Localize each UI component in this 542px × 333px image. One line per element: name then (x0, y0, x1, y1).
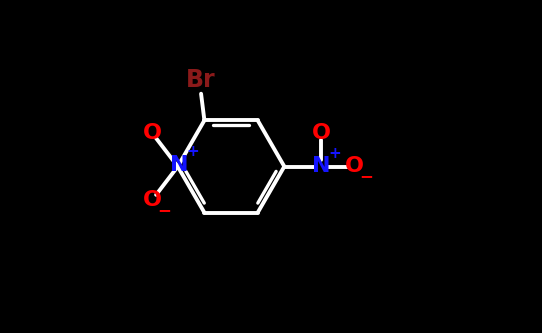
Text: −: − (158, 201, 171, 219)
Text: N: N (170, 155, 189, 175)
Text: O: O (345, 157, 364, 176)
Text: +: + (186, 144, 199, 159)
Text: −: − (359, 167, 373, 185)
Text: +: + (328, 146, 340, 161)
Text: O: O (143, 190, 162, 210)
Text: N: N (312, 157, 330, 176)
Text: Br: Br (186, 68, 216, 92)
Text: O: O (143, 123, 162, 143)
Text: O: O (312, 123, 331, 143)
